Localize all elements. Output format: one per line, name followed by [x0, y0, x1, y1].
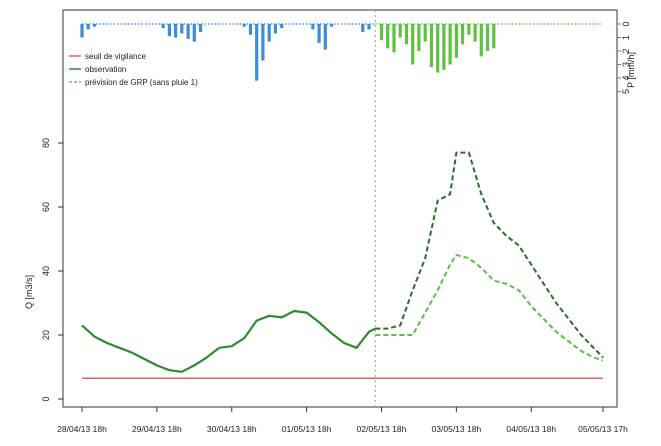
y-tick-label: 20 [41, 330, 51, 340]
rain-bar-observed [311, 24, 315, 30]
p-tick-label: 2 [621, 48, 631, 53]
rain-bar-forecast [429, 24, 433, 68]
p-tick-label: 4 [621, 75, 631, 80]
rain-bar-forecast [486, 24, 490, 51]
rain-bar-observed [174, 24, 178, 38]
p-axis-label: P [mm/h] [626, 52, 636, 88]
rain-bar-observed [92, 24, 97, 27]
rain-bar-observed [248, 24, 253, 35]
x-tick-label: 03/05/13 18h [432, 424, 482, 434]
rainfall-bars [80, 24, 496, 81]
rain-bar-forecast [467, 24, 471, 35]
y-axis-right: 0 1 2 3 4 5P [mm/h] [617, 21, 636, 94]
y-axis-label: Q [m3/s] [24, 275, 34, 309]
rain-bar-observed [180, 24, 184, 34]
forecast-line-low [375, 253, 604, 362]
rain-bar-observed [330, 24, 334, 27]
rain-bar-observed [317, 24, 321, 43]
rain-bar-observed [86, 24, 90, 30]
rain-bar-forecast [454, 24, 458, 58]
observation-line [81, 309, 376, 373]
observation-series [81, 309, 376, 373]
p-tick-label: 5 [621, 89, 631, 94]
rain-bar-observed [267, 24, 271, 42]
x-tick-label: 05/05/13 17h [578, 424, 628, 434]
plot-frame [62, 9, 618, 408]
rain-bar-forecast [404, 24, 409, 45]
rain-bar-observed [80, 24, 84, 38]
p-tick-label: 0 [621, 21, 631, 26]
x-tick-label: 29/04/13 18h [132, 424, 182, 434]
rain-bar-forecast [442, 24, 446, 70]
x-tick-label: 30/04/13 18h [207, 424, 257, 434]
rain-bar-forecast [461, 24, 465, 45]
rain-bar-forecast [392, 24, 396, 53]
x-tick-label: 01/05/13 18h [282, 424, 332, 434]
y-tick-label: 80 [41, 138, 51, 148]
rain-bar-forecast [411, 24, 415, 65]
y-tick-label: 0 [41, 396, 51, 401]
rain-bar-observed [361, 24, 365, 33]
y-tick-label: 40 [41, 266, 51, 276]
rain-bar-observed [186, 24, 190, 39]
x-axis: 28/04/13 18h 29/04/13 18h 30/04/13 18h 01/0… [57, 407, 628, 434]
rain-bar-observed [367, 24, 371, 30]
legend-label: observation [85, 65, 126, 74]
rain-bar-observed [280, 24, 284, 28]
forecast-series [375, 151, 604, 362]
rain-bar-forecast [448, 24, 452, 65]
rain-bar-forecast [473, 24, 477, 42]
x-tick-label: 28/04/13 18h [57, 424, 107, 434]
y-axis-left: 0 20 40 60 80 Q [m3/s] [24, 138, 63, 402]
legend: seuil de vigilance observation prévision d… [69, 52, 198, 87]
rain-bar-observed [242, 24, 246, 27]
y-tick-label: 60 [41, 202, 51, 212]
rain-bar-forecast [492, 24, 496, 49]
rain-bar-forecast [417, 24, 421, 51]
rain-bar-forecast [386, 24, 390, 49]
rain-bar-observed [323, 24, 327, 50]
rain-bar-observed [161, 24, 165, 28]
x-tick-label: 02/05/13 18h [357, 424, 407, 434]
p-tick-label: 3 [621, 62, 631, 67]
rain-bar-forecast [379, 24, 384, 41]
rain-bar-forecast [398, 24, 402, 38]
x-tick-label: 04/05/13 18h [506, 424, 556, 434]
legend-label: prévision de GRP (sans pluie 1) [85, 78, 198, 87]
rain-bar-forecast [479, 24, 483, 57]
rain-bar-observed [167, 24, 171, 37]
p-tick-label: 1 [621, 35, 631, 40]
legend-label: seuil de vigilance [85, 52, 146, 61]
rain-bar-observed [273, 24, 277, 34]
rain-bar-observed [192, 24, 196, 42]
rain-bar-observed [261, 24, 265, 61]
rain-bar-forecast [423, 24, 427, 42]
rain-bar-forecast [436, 24, 440, 73]
rain-bar-observed [255, 24, 259, 81]
forecast-line-high [375, 151, 604, 359]
rain-bar-observed [199, 24, 203, 33]
